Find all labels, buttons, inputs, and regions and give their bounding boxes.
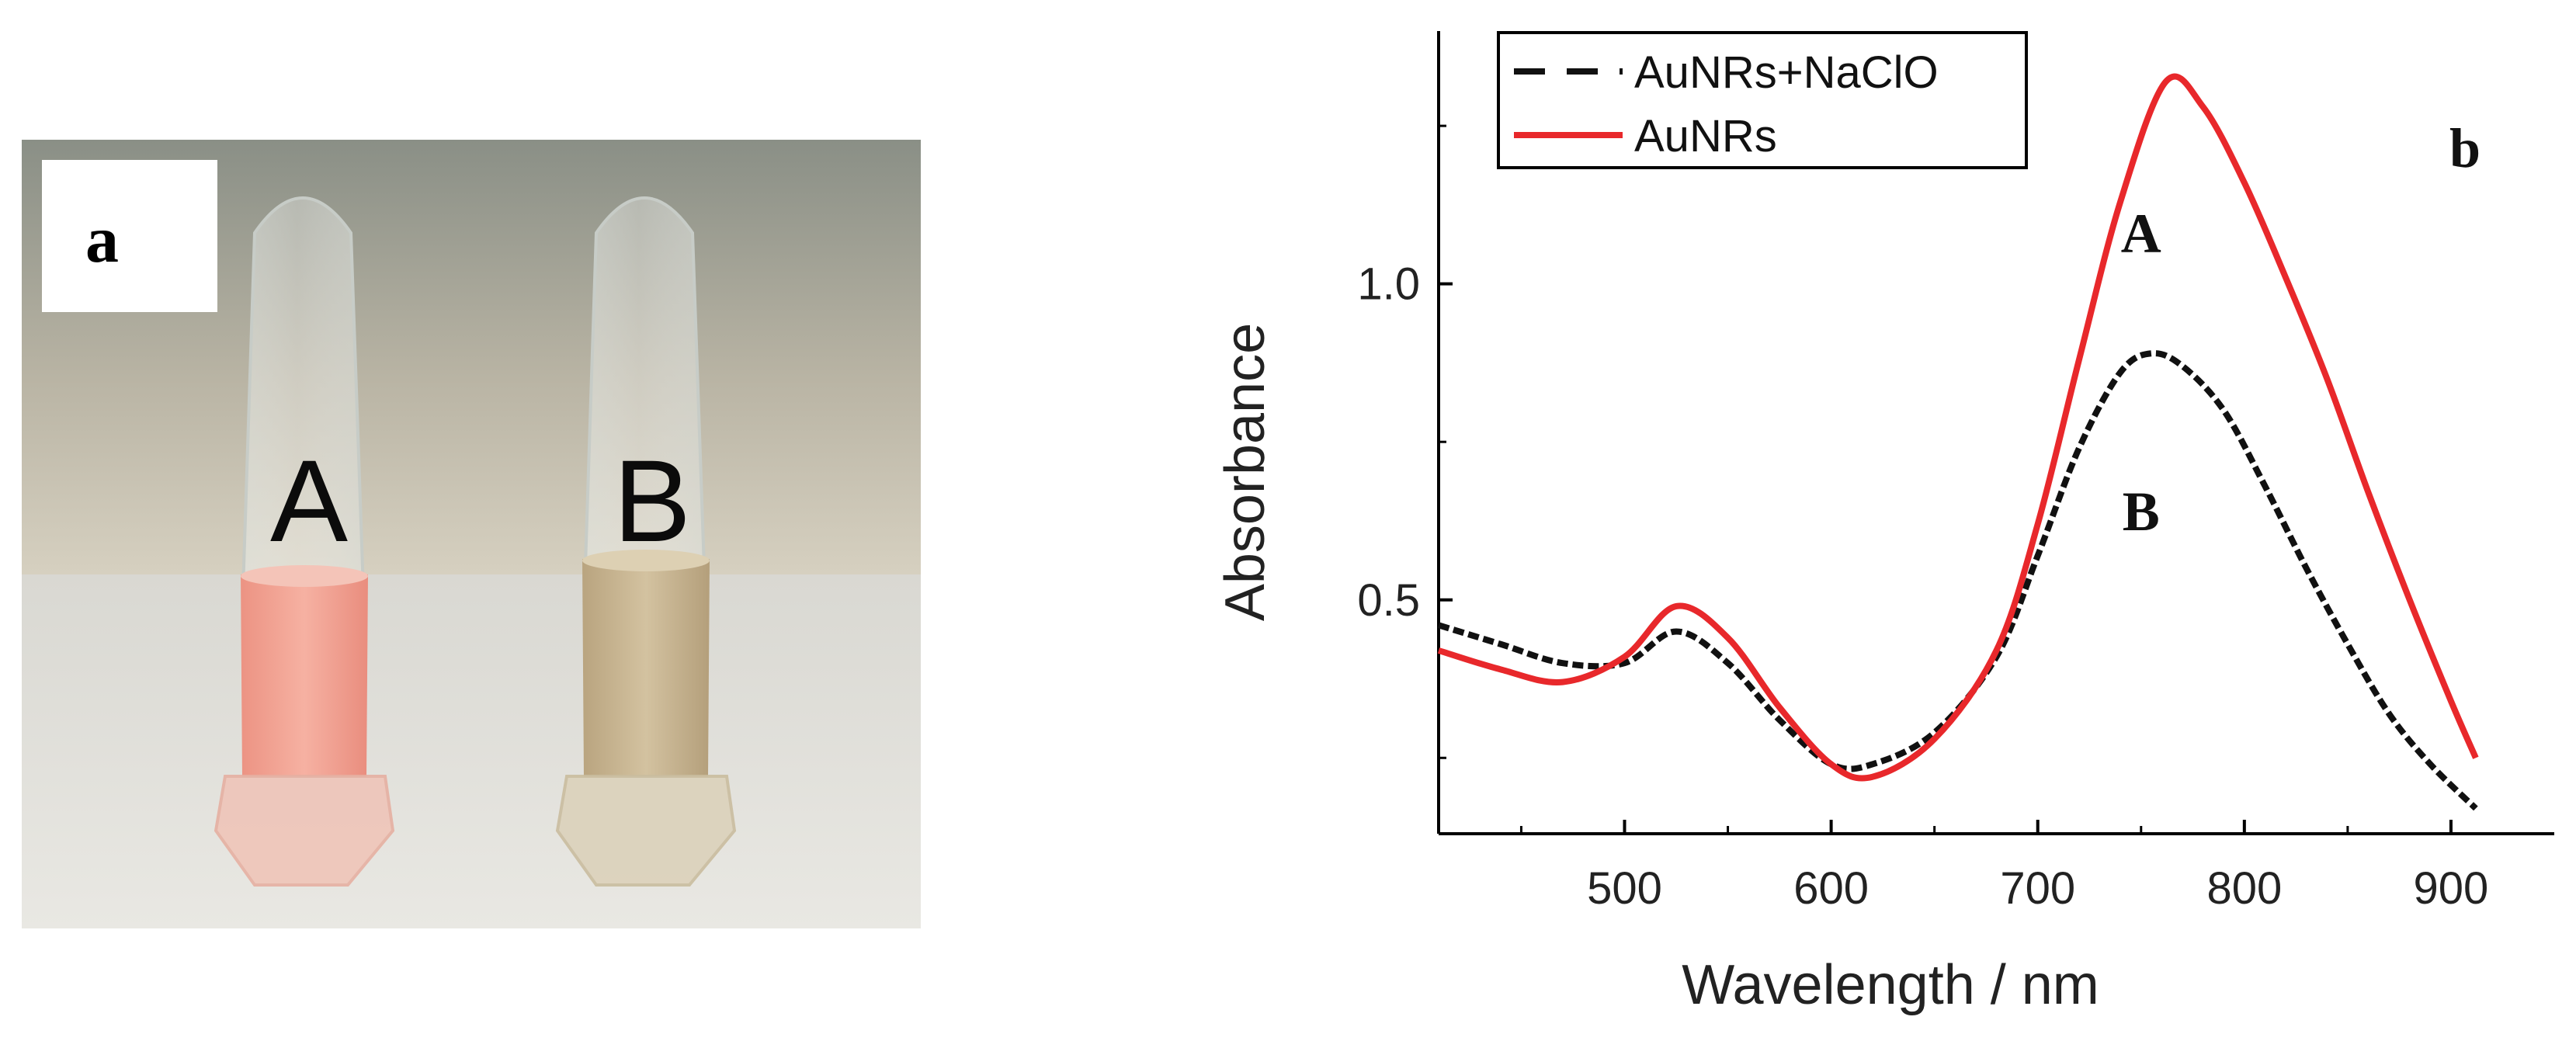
y-tick-label: 0.5	[1357, 575, 1420, 626]
x-tick-label: 700	[2000, 863, 2075, 914]
x-tick-label: 900	[2414, 863, 2489, 914]
legend-box	[1497, 31, 2028, 169]
tube-a	[214, 196, 395, 887]
x-tick-label: 800	[2206, 863, 2282, 914]
series-line-aunrs-naclo	[1437, 350, 2478, 811]
curve-label-a: A	[2121, 203, 2161, 265]
y-tick-label: 1.0	[1357, 259, 1420, 310]
chart-legend: AuNRs+NaClO AuNRs	[1497, 31, 2028, 169]
x-tick-label: 600	[1793, 863, 1869, 914]
curve-label-b: B	[2123, 481, 2160, 543]
series-line-aunrs	[1437, 73, 2479, 782]
chart-ticks: 500 600 700 800 900 0.5 1.0	[1357, 124, 2489, 914]
tube-a-label: A	[270, 435, 349, 566]
x-tick-label: 500	[1587, 863, 1662, 914]
panel-a-label-box	[42, 160, 217, 312]
legend-label-aunrs: AuNRs	[1634, 111, 1777, 161]
panel-a-label: a	[85, 202, 119, 276]
photo-panel	[22, 140, 921, 928]
x-axis-label: Wavelength / nm	[1682, 954, 2099, 1016]
y-axis-label: Absorbance	[1214, 323, 1276, 621]
tube-b-label: B	[613, 435, 692, 566]
chart-series: AB	[1437, 73, 2479, 811]
legend-label-aunrs-naclo: AuNRs+NaClO	[1634, 47, 1939, 98]
tube-b	[555, 196, 737, 887]
panel-b-label: b	[2449, 117, 2481, 179]
